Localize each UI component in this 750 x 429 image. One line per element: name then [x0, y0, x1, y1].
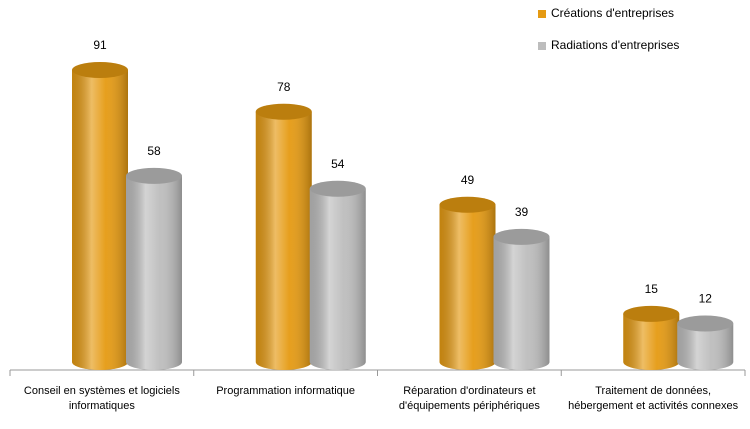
cylinder-top: [623, 305, 680, 322]
cylinder-top-shade: [677, 315, 734, 332]
cylinder-shade: [309, 188, 366, 370]
legend-label: Radiations d'entreprises: [551, 38, 679, 52]
cylinder-shade: [439, 204, 496, 370]
cylinder-top: [126, 167, 182, 184]
cylinder-top-shade: [126, 167, 182, 184]
cylinder-shade: [677, 323, 734, 370]
data-label: 49: [461, 173, 475, 187]
cylinder-top-shade: [72, 62, 128, 78]
x-tick-label: Réparation d'ordinateurs et d'équipement…: [398, 385, 540, 412]
cylinder-top-shade: [309, 180, 366, 197]
cylinder-shade: [126, 175, 182, 370]
cylinder-top-shade: [255, 103, 312, 120]
data-label: 15: [645, 282, 659, 296]
data-label: 54: [331, 157, 345, 171]
legend-swatch: [538, 10, 546, 18]
cylinder-top-shade: [623, 305, 680, 322]
legend-label: Créations d'entreprises: [551, 6, 674, 20]
cylinder-top: [72, 62, 128, 78]
cylinder-shade: [623, 313, 680, 370]
x-tick-label: Programmation informatique: [216, 385, 356, 397]
cylinder-top: [255, 103, 312, 120]
x-tick-label: Traitement de données, hébergement et ac…: [568, 385, 739, 412]
cylinder-shade: [493, 236, 550, 370]
cylinder-top: [309, 180, 366, 197]
data-label: 12: [699, 292, 713, 306]
cylinder-top-shade: [493, 228, 550, 245]
data-label: 91: [93, 38, 107, 52]
data-label: 58: [147, 144, 161, 158]
x-tick-label: Conseil en systèmes et logiciels informa…: [23, 385, 180, 412]
cylinder-top: [493, 228, 550, 245]
cylinder-shade: [255, 111, 312, 370]
cylinder-shade: [72, 70, 128, 370]
cylinder-top: [677, 315, 734, 332]
legend-swatch: [538, 42, 546, 50]
cylinder-top-shade: [439, 196, 496, 213]
data-label: 78: [277, 80, 291, 94]
data-label: 39: [515, 205, 529, 219]
cylinder-top: [439, 196, 496, 213]
